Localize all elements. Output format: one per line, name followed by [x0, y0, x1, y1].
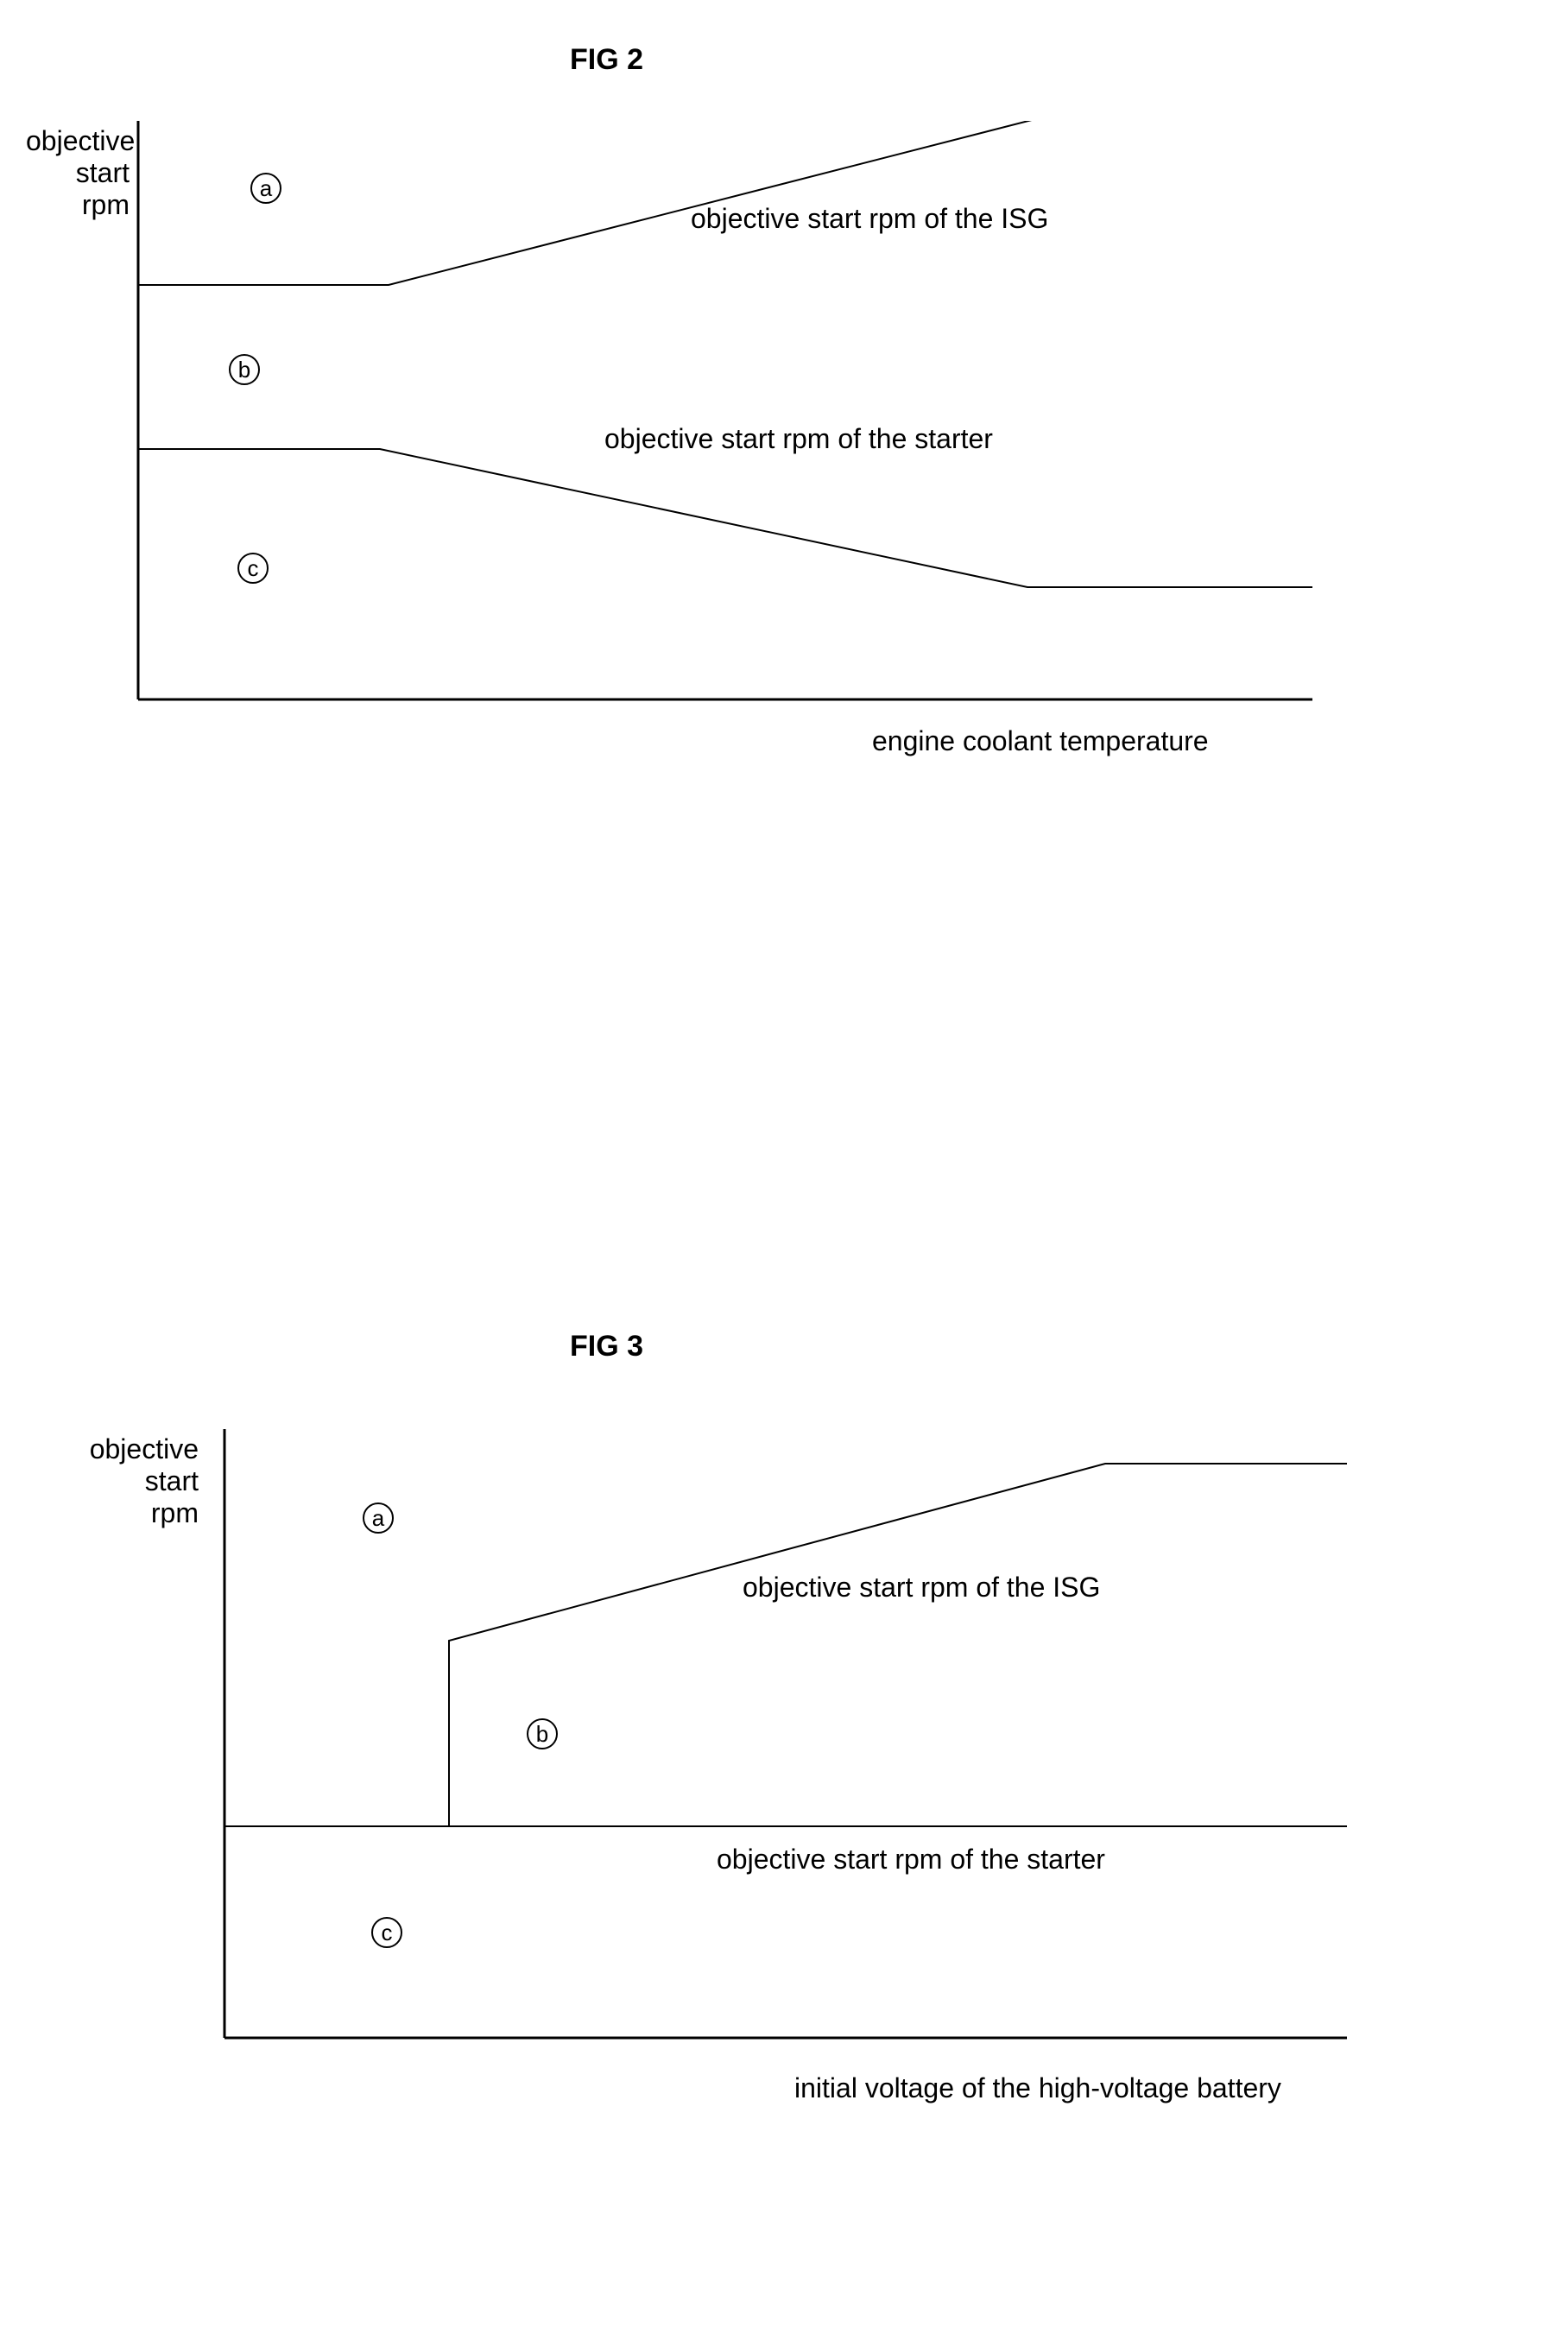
fig2-marker-c: c [237, 553, 269, 584]
fig2-starter-label: objective start rpm of the starter [604, 423, 993, 455]
fig3-title: FIG 3 [570, 1330, 643, 1363]
fig3-starter-label: objective start rpm of the starter [717, 1844, 1105, 1876]
fig3-marker-c: c [371, 1917, 402, 1948]
fig2-y-axis-label: objective start rpm [26, 125, 130, 220]
fig2-marker-a: a [250, 173, 281, 204]
fig3-marker-a: a [363, 1502, 394, 1534]
fig3-ylabel-line3: rpm [151, 1497, 199, 1528]
fig2-isg-label: objective start rpm of the ISG [691, 203, 1048, 235]
fig2-starter-line [138, 449, 1312, 587]
fig3-ylabel-line2: start [145, 1465, 199, 1496]
fig2-x-axis-label: engine coolant temperature [872, 725, 1209, 757]
fig3-ylabel-line1: objective [90, 1433, 199, 1464]
fig2-marker-b: b [229, 354, 260, 385]
fig3-marker-b: b [527, 1718, 558, 1749]
fig3-x-axis-label: initial voltage of the high-voltage batt… [794, 2072, 1281, 2104]
page: FIG 2 objective start rpm objective star… [0, 0, 1568, 2328]
fig2-chart: objective start rpm objective start rpm … [121, 121, 1451, 864]
fig2-ylabel-line1: objective [26, 125, 135, 156]
fig3-y-axis-label: objective start rpm [86, 1433, 199, 1528]
fig3-isg-label: objective start rpm of the ISG [743, 1572, 1100, 1604]
fig3-chart: objective start rpm objective start rpm … [199, 1416, 1459, 2124]
fig2-title: FIG 2 [570, 43, 643, 77]
